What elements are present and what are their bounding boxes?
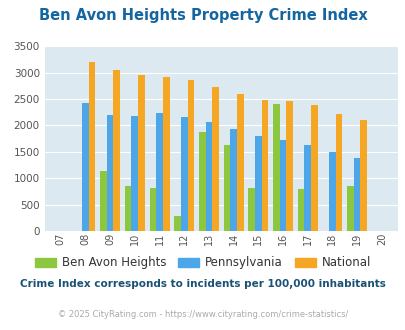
Bar (113, 71, 120, 231)
Bar (353, 158, 360, 231)
Bar (304, 145, 310, 231)
Bar (335, 114, 341, 231)
Text: Ben Avon Heights Property Crime Index: Ben Avon Heights Property Crime Index (38, 8, 367, 23)
Bar (279, 140, 286, 231)
Bar (181, 117, 187, 231)
Bar (124, 186, 131, 231)
Bar (212, 87, 218, 231)
Bar (346, 186, 353, 231)
Bar (82, 103, 89, 231)
Bar (156, 113, 162, 231)
Bar (248, 188, 254, 231)
Bar (261, 100, 268, 231)
Bar (100, 171, 107, 231)
Bar (187, 80, 194, 231)
Bar (297, 189, 304, 231)
Bar (223, 145, 230, 231)
Bar (230, 129, 237, 231)
Bar (286, 101, 292, 231)
Bar (254, 136, 261, 231)
Bar (131, 116, 138, 231)
Text: Crime Index corresponds to incidents per 100,000 inhabitants: Crime Index corresponds to incidents per… (20, 279, 385, 289)
Bar (89, 61, 95, 231)
Bar (162, 77, 169, 231)
Bar (174, 216, 181, 231)
Bar (237, 94, 243, 231)
Bar (360, 120, 366, 231)
Bar (138, 75, 145, 231)
Bar (272, 104, 279, 231)
Legend: Ben Avon Heights, Pennsylvania, National: Ben Avon Heights, Pennsylvania, National (30, 252, 375, 274)
Bar (328, 152, 335, 231)
Bar (198, 132, 205, 231)
Bar (205, 122, 212, 231)
Bar (149, 188, 156, 231)
Text: © 2025 CityRating.com - https://www.cityrating.com/crime-statistics/: © 2025 CityRating.com - https://www.city… (58, 310, 347, 319)
Bar (107, 115, 113, 231)
Bar (310, 105, 317, 231)
